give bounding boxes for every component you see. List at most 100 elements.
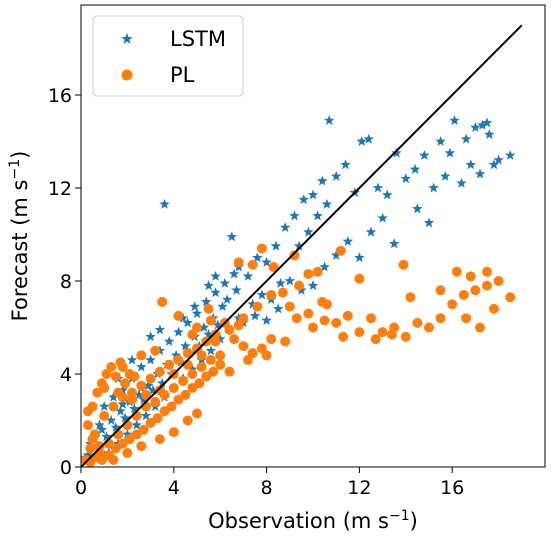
lstm-point: [504, 149, 516, 160]
pl-point: [110, 371, 121, 382]
lstm-point: [131, 419, 142, 430]
pl-point: [173, 355, 184, 366]
pl-point: [354, 327, 365, 338]
identity-line: [81, 24, 523, 467]
pl-point: [208, 366, 219, 377]
lstm-point: [275, 277, 286, 288]
lstm-point: [488, 159, 500, 170]
pl-point: [377, 327, 388, 338]
lstm-point: [105, 415, 117, 425]
lstm-point: [252, 252, 263, 263]
pl-point: [268, 262, 279, 273]
pl-point: [85, 443, 96, 454]
lstm-point: [247, 298, 258, 309]
pl-point: [488, 303, 499, 314]
y-axis-label-exponent: −1: [7, 159, 23, 180]
pl-point: [164, 359, 175, 370]
legend-lstm-label: LSTM: [170, 27, 226, 51]
lstm-point: [279, 222, 291, 232]
pl-point: [129, 371, 140, 382]
lstm-point: [293, 240, 305, 251]
lstm-point: [117, 398, 128, 409]
lstm-point: [465, 159, 476, 170]
pl-point: [154, 366, 165, 377]
pl-point: [136, 380, 147, 391]
lstm-point: [261, 256, 272, 267]
pl-point: [205, 315, 216, 326]
pl-point: [82, 420, 93, 431]
pl-point: [447, 299, 458, 310]
pl-point: [210, 329, 221, 340]
lstm-point: [159, 198, 170, 209]
pl-point: [465, 271, 476, 282]
lstm-point: [136, 361, 147, 372]
lstm-point: [356, 136, 367, 146]
lstm-point: [173, 326, 184, 337]
lstm-point: [493, 154, 504, 165]
lstm-point: [444, 147, 456, 158]
pl-point: [342, 310, 353, 321]
lstm-point: [189, 301, 200, 312]
lstm-point: [372, 182, 384, 193]
lstm-point: [182, 317, 193, 328]
pl-point: [229, 334, 240, 345]
lstm-point: [481, 117, 493, 128]
lstm-point: [98, 401, 110, 411]
legend-pl-marker: [121, 69, 133, 81]
y-axis-label-main: Forecast (m s: [8, 180, 32, 322]
pl-point: [224, 324, 235, 335]
pl-point: [505, 292, 516, 303]
x-tick-label: 0: [75, 477, 87, 499]
lstm-point: [460, 133, 472, 144]
lstm-point: [303, 226, 314, 237]
pl-point: [435, 285, 446, 296]
lstm-point: [319, 261, 330, 272]
pl-point: [354, 273, 365, 284]
pl-point: [233, 257, 244, 268]
pl-point: [238, 341, 249, 352]
pl-point: [117, 362, 128, 373]
pl-point: [136, 441, 147, 452]
pl-point: [194, 378, 205, 389]
y-tick-label: 4: [60, 364, 72, 386]
lstm-point: [449, 115, 460, 126]
lstm-point: [354, 252, 365, 263]
lstm-point: [156, 377, 168, 388]
pl-point: [173, 310, 184, 321]
lstm-point: [203, 328, 214, 339]
lstm-point: [143, 380, 154, 391]
pl-point: [284, 301, 295, 312]
pl-point: [187, 369, 198, 379]
pl-point: [178, 375, 189, 386]
pl-point: [196, 362, 207, 373]
lstm-point: [126, 354, 138, 365]
pl-point: [145, 373, 156, 384]
pl-point: [331, 317, 342, 328]
plot-area: [81, 24, 523, 467]
pl-point: [215, 359, 226, 370]
pl-point: [205, 355, 216, 366]
pl-point: [277, 287, 288, 298]
lstm-point: [191, 308, 203, 318]
lstm-point: [110, 421, 122, 432]
pl-point: [266, 334, 277, 345]
pl-point: [122, 448, 133, 459]
y-tick-label: 12: [48, 178, 72, 200]
y-axis-label: Forecast (m s−1): [7, 151, 32, 322]
series-pl: [81, 243, 516, 467]
pl-point: [319, 315, 330, 326]
lstm-point: [231, 284, 242, 295]
lstm-point: [391, 147, 402, 158]
lstm-point: [154, 324, 166, 335]
pl-point: [150, 345, 161, 356]
lstm-point: [163, 335, 175, 346]
legend-star-icon: [121, 33, 133, 44]
lstm-point: [108, 391, 119, 402]
pl-point: [127, 387, 138, 398]
lstm-point: [382, 189, 393, 200]
lstm-point: [145, 354, 156, 365]
lstm-point: [330, 170, 342, 181]
pl-point: [182, 348, 193, 359]
pl-point: [338, 331, 349, 342]
